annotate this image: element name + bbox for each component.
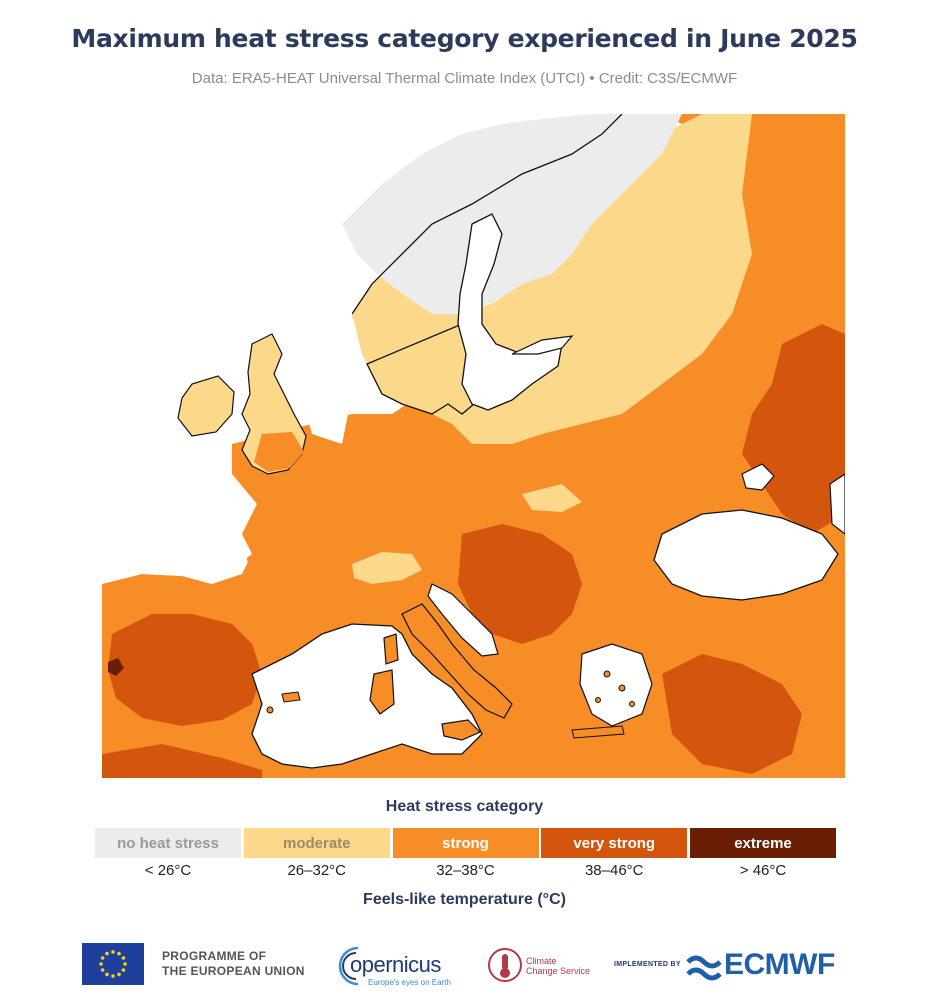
mediterranean-sea xyxy=(251,623,483,769)
land-no-stress-region xyxy=(342,114,682,314)
heat-stress-map xyxy=(102,114,845,778)
legend-swatch-extreme: extreme xyxy=(690,828,836,858)
sicily xyxy=(441,719,482,741)
ecmwf-wordmark: ECMWF xyxy=(724,948,835,981)
legend-range-moderate: 26–32°C xyxy=(287,862,347,879)
very-strong-balkans xyxy=(458,524,582,644)
baltic-sea xyxy=(457,213,563,411)
north-sea xyxy=(102,114,362,584)
land-moderate-region xyxy=(352,114,752,444)
legend-axis-label: Feels-like temperature (°C) xyxy=(363,891,566,908)
great-britain-south xyxy=(254,432,304,472)
moderate-alps xyxy=(352,552,422,584)
legend-range-no-heat-stress: < 26°C xyxy=(144,862,192,879)
legend-range-strong: 32–38°C xyxy=(436,862,495,879)
black-sea xyxy=(653,509,839,601)
copernicus-wordmark: opernicus xyxy=(350,952,441,977)
legend-swatch-very-strong: very strong xyxy=(541,828,688,858)
climate-change-service-logo-icon: Climate Change Service xyxy=(486,942,596,988)
legend-swatch-moderate: moderate xyxy=(243,828,390,858)
legend-swatches: no heat stress moderate strong very stro… xyxy=(95,828,836,858)
sardinia xyxy=(369,669,395,715)
implemented-by-label: IMPLEMENTED BY xyxy=(614,961,681,968)
very-strong-north-africa xyxy=(102,744,262,778)
page-title: Maximum heat stress category experienced… xyxy=(71,24,858,53)
climate-change-service-text: Climate Change Service xyxy=(526,956,591,976)
gulf-of-finland xyxy=(511,335,574,355)
legend-swatch-strong: strong xyxy=(392,828,539,858)
ireland xyxy=(177,375,235,437)
caspian-edge xyxy=(829,473,845,535)
land-west-europe xyxy=(102,264,845,778)
italy xyxy=(401,603,513,719)
ecmwf-logo-icon: ECMWF xyxy=(684,946,854,986)
very-strong-iberia xyxy=(108,614,262,726)
legend-range-very-strong: 38–46°C xyxy=(584,862,644,879)
very-strong-anatolia xyxy=(662,654,802,774)
copernicus-tagline: Europe's eyes on Earth xyxy=(368,978,451,987)
balearic-islands xyxy=(266,691,301,714)
footer-logos: PROGRAMME OF THE EUROPEAN UNION opernicu… xyxy=(0,938,929,994)
legend-swatch-no-heat-stress: no heat stress xyxy=(95,828,241,858)
legend-range-extreme: > 46°C xyxy=(739,862,787,879)
adriatic-sea xyxy=(427,583,499,657)
corsica xyxy=(383,633,399,665)
page-subtitle: Data: ERA5-HEAT Universal Thermal Climat… xyxy=(191,70,738,87)
sea-of-azov xyxy=(741,463,775,491)
greek-islands xyxy=(571,670,635,739)
legend-title: Heat stress category xyxy=(385,798,544,815)
copernicus-logo-icon: opernicus Europe's eyes on Earth xyxy=(334,940,464,990)
eu-flag-icon xyxy=(82,943,144,985)
moderate-carpathians xyxy=(522,484,582,512)
legend-ranges: < 26°C 26–32°C 32–38°C 38–46°C > 46°C xyxy=(95,862,836,882)
eu-programme-text: PROGRAMME OF THE EUROPEAN UNION xyxy=(162,949,305,978)
extreme-patch xyxy=(108,658,124,676)
